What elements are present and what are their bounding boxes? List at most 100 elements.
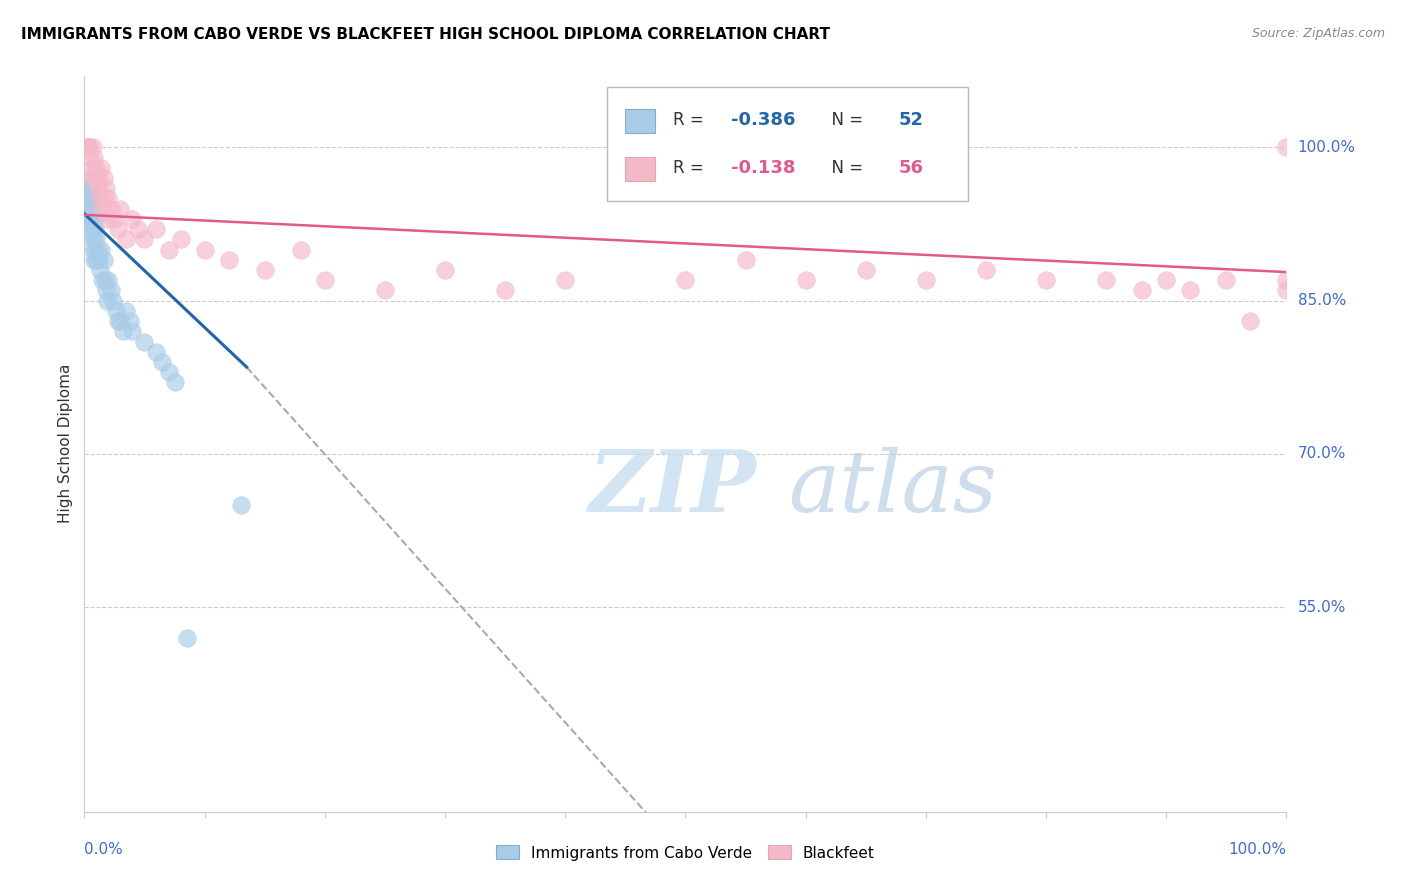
Point [83, 151, 105, 165]
Point [77, 211, 100, 226]
Text: N =: N = [821, 111, 869, 129]
Point [915, 273, 938, 287]
Point [1180, 284, 1202, 298]
Point [145, 222, 167, 236]
Text: 56: 56 [898, 159, 924, 177]
Text: R =: R = [673, 111, 710, 129]
FancyBboxPatch shape [626, 157, 655, 181]
Text: R =: R = [673, 159, 710, 177]
Text: -0.138: -0.138 [731, 159, 796, 177]
Point [374, 284, 396, 298]
Point [675, 273, 697, 287]
Point [1275, 284, 1298, 298]
Point [96, 293, 118, 308]
Point [94, 181, 117, 195]
Point [94, 273, 117, 287]
Point [176, 631, 198, 645]
Point [77, 140, 100, 154]
Point [554, 273, 576, 287]
Point [82, 140, 104, 154]
Text: 70.0%: 70.0% [1298, 447, 1346, 461]
Point [218, 252, 240, 267]
Point [100, 284, 122, 298]
Point [157, 365, 180, 379]
Point [1035, 273, 1057, 287]
Point [80, 161, 103, 175]
Text: 52: 52 [898, 111, 924, 129]
Point [157, 243, 180, 257]
Text: ZIP: ZIP [589, 446, 756, 530]
Point [77, 192, 100, 206]
Point [494, 284, 516, 298]
Point [127, 222, 149, 236]
Point [121, 211, 143, 226]
Point [111, 324, 134, 338]
Point [115, 232, 138, 246]
Text: N =: N = [821, 159, 869, 177]
Point [86, 161, 108, 175]
Point [1215, 273, 1237, 287]
Point [1275, 273, 1298, 287]
Point [79, 151, 101, 165]
Text: 55.0%: 55.0% [1298, 599, 1346, 615]
Point [75, 171, 97, 186]
Point [76, 140, 98, 154]
Point [79, 222, 101, 236]
Point [94, 284, 117, 298]
Y-axis label: High School Diploma: High School Diploma [58, 364, 73, 524]
Point [1239, 314, 1261, 328]
FancyBboxPatch shape [626, 110, 655, 133]
Point [84, 171, 107, 186]
Point [79, 181, 101, 195]
Text: 0.0%: 0.0% [84, 842, 124, 857]
Point [97, 192, 120, 206]
Point [86, 232, 108, 246]
Text: Source: ZipAtlas.com: Source: ZipAtlas.com [1251, 27, 1385, 40]
Point [229, 498, 252, 512]
Point [1130, 284, 1153, 298]
Point [75, 181, 97, 195]
Point [163, 376, 186, 390]
Point [82, 243, 104, 257]
Text: IMMIGRANTS FROM CABO VERDE VS BLACKFEET HIGH SCHOOL DIPLOMA CORRELATION CHART: IMMIGRANTS FROM CABO VERDE VS BLACKFEET … [21, 27, 830, 42]
FancyBboxPatch shape [607, 87, 967, 201]
Point [118, 314, 141, 328]
Point [314, 273, 336, 287]
Point [96, 211, 118, 226]
Point [86, 243, 108, 257]
Point [110, 202, 132, 216]
Point [855, 263, 877, 277]
Point [77, 181, 100, 195]
Point [80, 192, 103, 206]
Point [93, 252, 115, 267]
Point [734, 252, 756, 267]
Point [77, 202, 100, 216]
Point [86, 181, 108, 195]
Point [103, 211, 125, 226]
Point [87, 171, 110, 186]
Point [1156, 273, 1178, 287]
Point [134, 334, 156, 349]
Point [103, 293, 125, 308]
Point [84, 222, 107, 236]
Text: 85.0%: 85.0% [1298, 293, 1346, 308]
Point [194, 243, 217, 257]
Point [80, 232, 103, 246]
Legend: Immigrants from Cabo Verde, Blackfeet: Immigrants from Cabo Verde, Blackfeet [491, 839, 880, 867]
Point [82, 202, 104, 216]
Point [80, 211, 103, 226]
Point [86, 211, 108, 226]
Point [82, 222, 104, 236]
Point [93, 171, 115, 186]
Text: -0.386: -0.386 [731, 111, 796, 129]
Point [90, 161, 112, 175]
Text: atlas: atlas [787, 447, 997, 529]
Point [91, 273, 114, 287]
Point [86, 252, 108, 267]
Point [100, 202, 122, 216]
Point [974, 263, 997, 277]
Point [79, 202, 101, 216]
Point [434, 263, 457, 277]
Point [110, 314, 132, 328]
Point [121, 324, 143, 338]
